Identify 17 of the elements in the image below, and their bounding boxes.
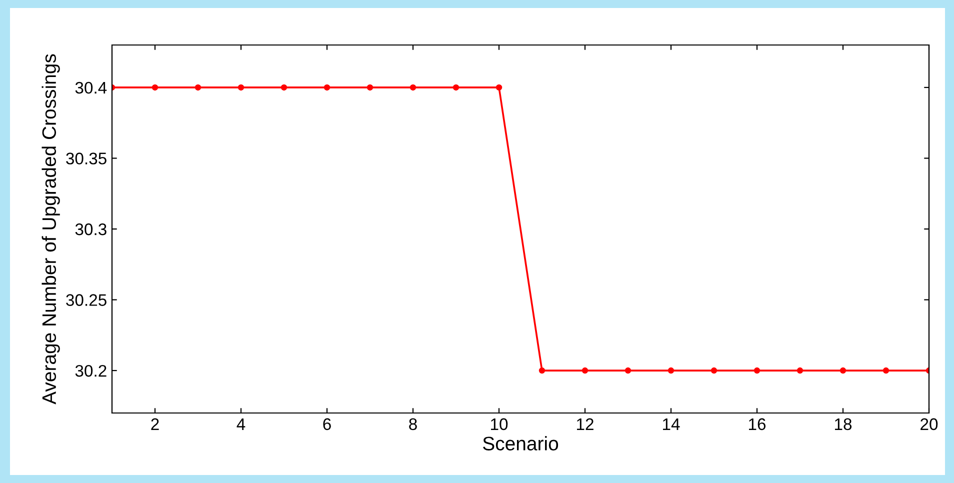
x-tick-label: 20 [920,418,938,430]
x-tick-label: 8 [409,418,417,430]
y-axis-title: Average Number of Upgraded Crossings [42,54,60,404]
x-tick-label: 10 [491,418,508,430]
x-axis-title: Scenario [483,436,558,450]
x-tick-label: 6 [323,418,331,430]
y-tick-label: 30.3 [75,223,106,236]
y-tick-label: 30.25 [66,294,106,306]
x-tick-label: 2 [151,418,159,430]
y-tick-label: 30.4 [75,82,107,94]
x-tick-label: 4 [236,418,246,430]
x-tick-label: 18 [835,418,852,430]
y-tick-label: 30.35 [66,152,106,164]
y-tick-label: 30.2 [75,364,106,377]
x-tick-label: 14 [663,418,680,430]
x-tick-label: 12 [577,418,594,430]
x-tick-label: 16 [749,418,766,430]
